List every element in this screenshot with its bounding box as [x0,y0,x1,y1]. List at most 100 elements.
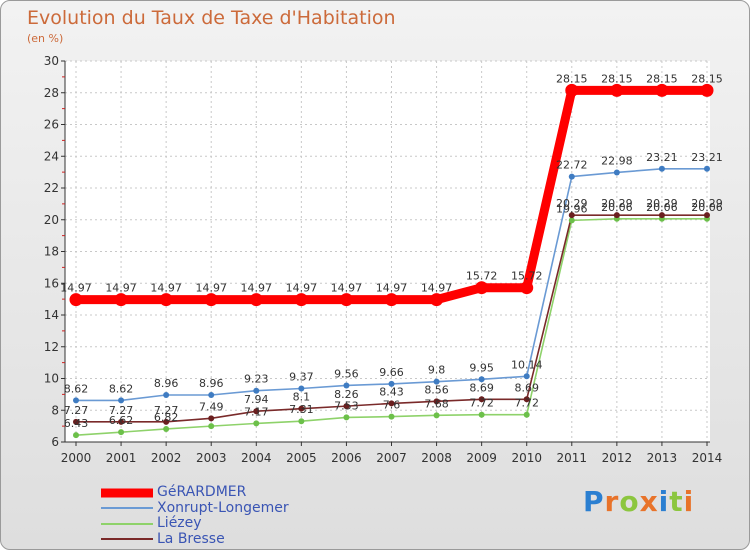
logo-letter: P [583,485,605,518]
data-point [253,387,260,394]
y-tick-label: 30 [44,54,59,68]
data-label: 15.72 [511,270,543,283]
y-tick-label: 8 [51,403,59,417]
data-point [163,418,170,425]
proxiti-logo: Proxiti [583,485,694,518]
legend-swatch [101,507,153,510]
data-label: 8.96 [199,377,224,390]
data-point [433,398,440,405]
data-point [655,83,669,97]
data-point [343,414,350,421]
data-label: 14.97 [150,282,182,295]
data-label: 8.56 [424,383,449,396]
y-tick-label: 18 [44,245,59,259]
logo-letter: r [604,485,620,518]
legend-label: GéRARDMER [157,484,247,500]
y-tick-label: 22 [44,181,59,195]
data-point [114,293,128,307]
legend-label: Xonrupt-Longemer [157,499,289,516]
data-label: 7.49 [199,400,224,413]
data-point [704,165,710,172]
data-point [704,212,710,219]
y-tick-label: 26 [44,118,59,132]
x-tick-label: 2000 [61,451,92,465]
data-label: 8.1 [293,391,311,404]
legend-swatch [101,522,153,525]
logo-letter: o [619,485,640,518]
data-label: 28.15 [691,72,723,85]
y-tick-label: 10 [44,372,59,386]
chart-title: Evolution du Taux de Taxe d'Habitation [27,7,396,29]
data-point [520,281,534,295]
data-point [430,293,444,307]
plot-area [65,61,710,442]
x-tick-label: 2014 [692,451,723,465]
y-tick-label: 6 [51,435,59,449]
data-label: 20.29 [601,197,633,210]
data-label: 20.29 [691,197,723,210]
data-point [163,425,170,432]
data-point [294,293,308,307]
data-point [339,293,353,307]
data-label: 7.27 [109,404,134,417]
data-label: 23.21 [691,151,723,164]
data-label: 9.23 [244,373,269,386]
data-label: 14.97 [286,282,318,295]
data-label: 9.8 [428,364,446,377]
y-tick-label: 20 [44,213,59,227]
data-point [208,392,215,399]
data-label: 7.6 [383,399,401,412]
x-tick-label: 2013 [647,451,678,465]
data-point [118,397,125,404]
data-point [208,415,215,422]
data-point [658,212,665,219]
legend-label: La Bresse [157,530,225,547]
logo-letter: t [669,485,684,518]
chart-subtitle: (en %) [27,32,64,45]
data-label: 8.96 [154,377,179,390]
data-point [610,83,624,97]
x-tick-label: 2009 [466,451,497,465]
data-label: 15.72 [466,270,498,283]
data-label: 14.97 [376,282,408,295]
data-label: 28.15 [556,72,588,85]
data-label: 20.29 [556,197,588,210]
data-label: 8.69 [514,381,539,394]
data-label: 6.62 [109,414,134,427]
logo-letter: x [639,485,659,518]
data-label: 9.66 [379,366,404,379]
data-point [73,418,79,425]
data-point [568,217,575,224]
logo-letter: i [658,485,670,518]
y-tick-label: 12 [44,340,59,354]
data-point [73,397,79,404]
data-label: 8.43 [379,385,404,398]
data-label: 8.26 [334,388,359,401]
data-point [118,418,125,425]
data-point [159,293,173,307]
data-point [433,412,440,419]
data-label: 9.56 [334,367,359,380]
x-tick-label: 2012 [602,451,633,465]
data-label: 20.29 [646,197,678,210]
data-label: 19.96 [556,202,588,215]
data-label: 9.95 [469,361,494,374]
data-label: 7.27 [154,404,179,417]
data-label: 28.15 [601,72,633,85]
data-point [298,418,305,425]
data-label: 14.97 [331,282,363,295]
data-label: 23.21 [646,151,678,164]
x-tick-label: 2004 [241,451,272,465]
data-point [388,413,395,420]
y-tick-label: 16 [44,276,59,290]
data-label: 8.62 [109,382,134,395]
data-point [478,376,485,383]
data-point [568,173,575,180]
data-label: 6.43 [64,417,89,430]
data-point [69,293,83,307]
data-point [523,411,530,418]
x-tick-label: 2002 [151,451,182,465]
data-label: 7.31 [289,403,314,416]
data-label: 8.62 [64,382,89,395]
